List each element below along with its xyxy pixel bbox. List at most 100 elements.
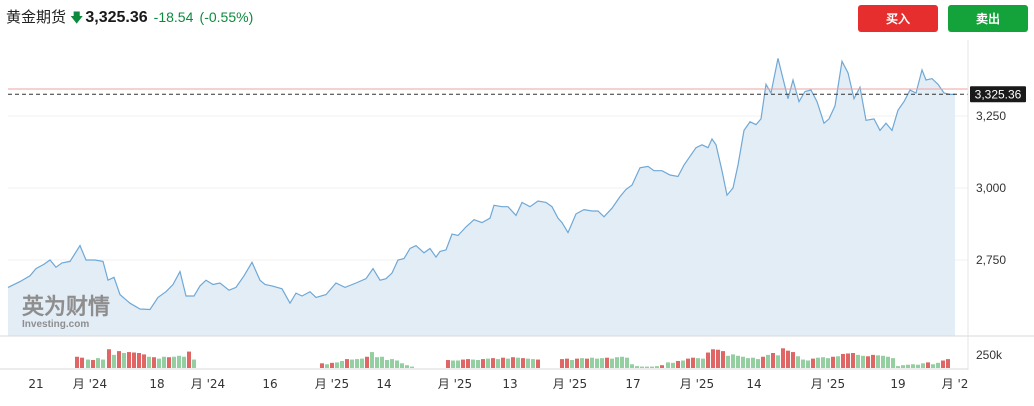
volume-bar-49 (476, 360, 480, 368)
volume-bar-56 (511, 357, 515, 368)
volume-bar-92 (711, 349, 715, 368)
volume-bar-52 (491, 358, 495, 368)
volume-bar-130 (901, 365, 905, 368)
volume-bar-86 (681, 360, 685, 368)
volume-bar-132 (911, 364, 915, 368)
volume-bar-111 (806, 360, 810, 368)
y-axis-ticks: 2,750 3,000 3,250 (976, 109, 1006, 267)
volume-bar-31 (355, 359, 359, 368)
x-tick-label-14: 19 (890, 377, 905, 391)
volume-bar-123 (866, 356, 870, 368)
volume-bar-89 (696, 358, 700, 368)
volume-bar-19 (172, 356, 176, 368)
volume-bar-106 (781, 348, 785, 368)
volume-bar-12 (137, 353, 141, 368)
price-area (8, 58, 955, 337)
volume-bar-87 (686, 358, 690, 368)
x-tick-label-7: 月 '25 (438, 377, 472, 391)
volume-bar-7 (112, 354, 116, 368)
volume-bar-58 (521, 358, 525, 368)
volume-bar-91 (706, 352, 710, 368)
current-price-label: 3,325.36 (975, 87, 1022, 101)
current-price-tag: 3,325.36 (970, 86, 1026, 103)
x-tick-label-6: 14 (376, 377, 391, 391)
volume-bar-50 (481, 359, 485, 368)
volume-bar-114 (821, 357, 825, 368)
volume-bar-101 (756, 359, 760, 368)
volume-bar-88 (691, 357, 695, 368)
volume-bar-45 (456, 360, 460, 368)
volume-bar-121 (856, 354, 860, 368)
x-tick-label-8: 13 (502, 377, 517, 391)
volume-bar-24 (320, 363, 324, 368)
volume-bar-117 (836, 356, 840, 368)
volume-bar-17 (162, 356, 166, 368)
volume-bar-53 (496, 359, 500, 368)
volume-bar-63 (565, 358, 569, 368)
x-tick-label-3: 月 '24 (191, 377, 225, 391)
volume-bar-3 (91, 360, 95, 368)
volume-bar-96 (731, 354, 735, 368)
volume-bar-39 (395, 360, 399, 368)
volume-bar-84 (671, 362, 675, 368)
volume-bar-77 (635, 366, 639, 368)
volume-bar-32 (360, 358, 364, 368)
volume-bar-73 (615, 357, 619, 368)
volume-bar-82 (660, 365, 664, 368)
volume-bar-33 (365, 356, 369, 368)
volume-bar-65 (575, 358, 579, 368)
volume-bar-103 (766, 354, 770, 368)
volume-bar-107 (786, 350, 790, 368)
volume-bar-67 (585, 358, 589, 368)
volume-bar-94 (721, 351, 725, 368)
watermark-sub: Investing.com (22, 319, 89, 330)
volume-bar-14 (147, 356, 151, 368)
instrument-title: 黄金期货 🡇 3,325.36 -18.54 (-0.55%) (6, 6, 253, 31)
x-tick-label-9: 月 '25 (553, 377, 587, 391)
volume-bar-29 (345, 359, 349, 368)
volume-bar-126 (881, 355, 885, 368)
volume-bar-137 (936, 362, 940, 368)
volume-bar-99 (746, 358, 750, 368)
volume-bar-27 (335, 362, 339, 368)
y-tick-label-0: 2,750 (976, 253, 1006, 267)
volume-bar-10 (127, 352, 131, 368)
volume-bar-30 (350, 359, 354, 368)
volume-bar-102 (761, 356, 765, 368)
buy-button[interactable]: 买入 (858, 5, 938, 32)
volume-bar-43 (446, 360, 450, 368)
volume-bar-9 (122, 353, 126, 368)
volume-bar-110 (801, 359, 805, 368)
price-change-percent: (-0.55%) (199, 9, 254, 25)
volume-bar-93 (716, 349, 720, 368)
volume-bar-97 (736, 355, 740, 368)
volume-bar-51 (486, 358, 490, 368)
volume-bar-46 (461, 359, 465, 368)
x-tick-label-15: 月 '2 (942, 377, 969, 391)
volume-bar-100 (751, 357, 755, 368)
volume-bar-127 (886, 356, 890, 368)
volume-bar-78 (640, 366, 644, 368)
volume-bar-40 (400, 363, 404, 368)
volume-bar-62 (560, 359, 564, 368)
price-line (7, 58, 955, 311)
volume-bar-104 (771, 353, 775, 368)
volume-bar-23 (192, 359, 196, 368)
down-arrow-icon: 🡇 (70, 10, 84, 25)
volume-bar-1 (80, 357, 84, 368)
sell-button[interactable]: 卖出 (948, 5, 1028, 32)
volume-bar-131 (906, 364, 910, 368)
volume-bar-48 (471, 359, 475, 368)
investing-watermark: 英为财情 Investing.com (22, 294, 110, 330)
last-price: 3,325.36 (85, 9, 148, 26)
volume-bar-13 (142, 354, 146, 368)
volume-bar-47 (466, 359, 470, 368)
volume-bar-133 (916, 364, 920, 368)
volume-bar-113 (816, 357, 820, 368)
volume-bar-115 (826, 358, 830, 368)
volume-bar-105 (776, 355, 780, 368)
volume-bar-8 (117, 351, 121, 368)
volume-bar-136 (931, 364, 935, 368)
volume-bar-129 (896, 366, 900, 368)
